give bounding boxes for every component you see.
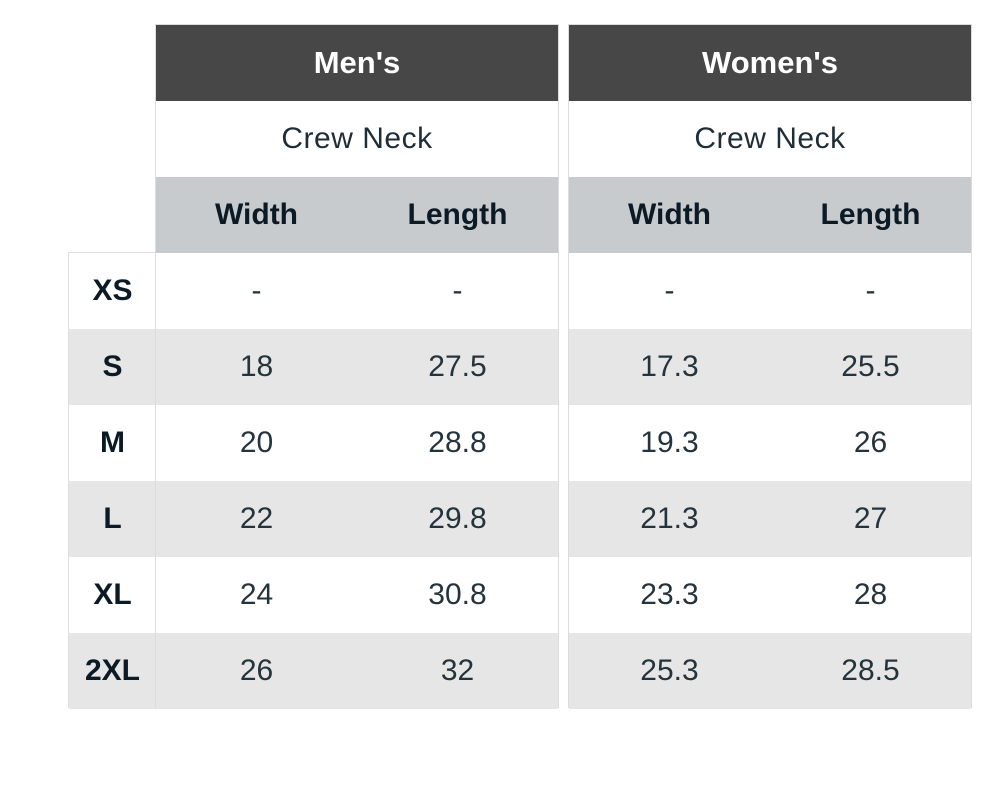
womens-length-cell: 28.5 (841, 654, 900, 687)
womens-width-header: Width (627, 198, 712, 231)
size-label-l: L (69, 481, 156, 557)
mens-width-cell: 22 (239, 502, 274, 535)
mens-length-cell: 27.5 (428, 350, 487, 383)
mens-size-table: Men's Crew Neck Width Length - - 18 27.5… (155, 24, 559, 709)
mens-length-cell: 32 (440, 654, 475, 687)
size-label-column: XS S M L XL 2XL (68, 252, 156, 709)
mens-length-cell: 29.8 (428, 502, 487, 535)
mens-title: Men's (156, 25, 558, 101)
table-row: 17.3 25.5 (569, 329, 971, 405)
size-label-xl: XL (93, 578, 132, 611)
womens-width-cell: 25.3 (640, 654, 699, 687)
table-row: 21.3 27 (569, 481, 971, 557)
mens-length-cell: 30.8 (428, 578, 487, 611)
womens-length-cell: - (865, 274, 876, 307)
mens-column-headers: Width Length (156, 177, 558, 253)
table-row: - - (569, 253, 971, 329)
womens-length-cell: 25.5 (841, 350, 900, 383)
size-label-s: S (69, 329, 156, 405)
mens-length-cell: 28.8 (428, 426, 487, 459)
womens-width-cell: - (664, 274, 675, 307)
table-row: 23.3 28 (569, 557, 971, 633)
mens-style-label: Crew Neck (156, 101, 558, 177)
size-label-xs: XS (92, 274, 133, 307)
mens-width-cell: 20 (239, 426, 274, 459)
mens-width-header: Width (214, 198, 299, 231)
womens-length-cell: 27 (853, 502, 888, 535)
womens-width-cell: 19.3 (640, 426, 699, 459)
table-row: 19.3 26 (569, 405, 971, 481)
mens-length-header: Length (407, 198, 508, 231)
mens-width-cell: 24 (239, 578, 274, 611)
mens-width-cell: - (251, 274, 262, 307)
womens-width-cell: 17.3 (640, 350, 699, 383)
table-row: 25.3 28.5 (569, 633, 971, 709)
womens-size-table: Women's Crew Neck Width Length - - 17.3 … (568, 24, 972, 709)
mens-width-cell: 18 (239, 350, 274, 383)
mens-width-cell: 26 (239, 654, 274, 687)
table-row: 24 30.8 (156, 557, 558, 633)
size-label-2xl: 2XL (69, 633, 156, 709)
womens-length-header: Length (820, 198, 921, 231)
womens-length-cell: 28 (853, 578, 888, 611)
table-row: 18 27.5 (156, 329, 558, 405)
womens-title: Women's (569, 25, 971, 101)
table-row: 20 28.8 (156, 405, 558, 481)
table-row: 26 32 (156, 633, 558, 709)
womens-style-label: Crew Neck (569, 101, 971, 177)
womens-width-cell: 23.3 (640, 578, 699, 611)
table-row: 22 29.8 (156, 481, 558, 557)
size-label-m: M (100, 426, 125, 459)
mens-length-cell: - (452, 274, 463, 307)
womens-length-cell: 26 (853, 426, 888, 459)
table-row: - - (156, 253, 558, 329)
womens-width-cell: 21.3 (640, 502, 699, 535)
womens-column-headers: Width Length (569, 177, 971, 253)
